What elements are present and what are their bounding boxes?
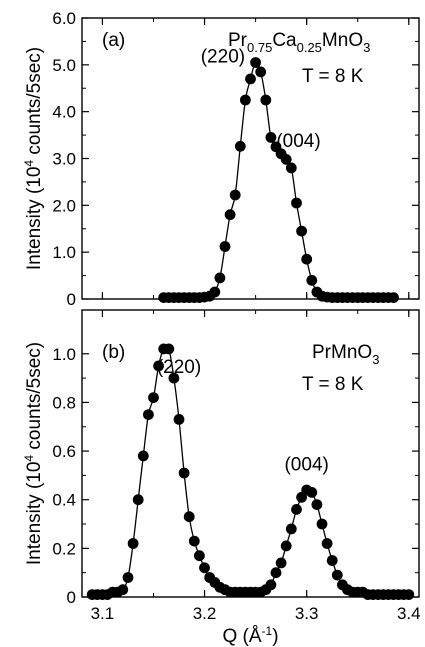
data-point	[326, 555, 338, 566]
y-tick-label: 1.0	[52, 243, 76, 262]
data-point	[280, 154, 292, 165]
data-point	[209, 286, 221, 298]
data-point	[260, 94, 272, 106]
data-point	[163, 343, 175, 355]
data-point	[285, 523, 297, 535]
data-point	[214, 272, 226, 284]
data-point	[199, 562, 210, 574]
plot-frame	[81, 17, 420, 300]
y-tick-label: 0.2	[52, 539, 76, 558]
data-point	[137, 450, 149, 462]
x-tick-label: 3.4	[397, 604, 421, 623]
y-tick-label: 0	[67, 290, 76, 309]
data-point	[306, 274, 318, 286]
y-tick-label: 1.0	[52, 345, 76, 364]
data-point	[229, 189, 241, 201]
x-axis-label: Q (Å-1)	[222, 624, 278, 647]
panel-label: (a)	[102, 30, 125, 51]
data-point	[265, 132, 277, 143]
data-point	[255, 66, 267, 78]
temperature-label: T = 8 K	[302, 374, 364, 395]
data-point	[331, 569, 343, 581]
data-point	[122, 572, 134, 583]
temperature-label: T = 8 K	[302, 66, 364, 87]
data-point	[178, 467, 190, 479]
data-point	[291, 197, 302, 209]
data-point	[148, 392, 159, 403]
y-tick-label: 4.0	[52, 103, 76, 122]
panel-a: 0 1.0 2.0 3.0 4.0 5.0 6.0 Intensity (104 counts…	[22, 9, 420, 309]
data-point	[219, 241, 231, 252]
data-point	[132, 494, 144, 506]
compound-formula: PrMnO3	[312, 342, 379, 367]
y-tick-label: 5.0	[52, 56, 76, 75]
data-point	[265, 579, 277, 591]
data-point	[388, 292, 399, 303]
data-point	[127, 538, 139, 549]
x-tick-label: 3.3	[295, 604, 319, 623]
data-point	[117, 584, 129, 596]
y-tick-label: 0	[67, 588, 76, 607]
data-point	[188, 535, 200, 547]
peak-annotation: (220)	[157, 357, 201, 378]
data-point	[301, 253, 313, 265]
y-tick-label: 0.4	[52, 491, 76, 510]
x-tick-label: 3.2	[193, 604, 217, 623]
compound-formula: Pr0.75Ca0.25MnO3	[228, 30, 370, 55]
data-point	[316, 518, 328, 530]
data-point	[224, 209, 236, 221]
data-point	[143, 409, 154, 420]
peak-annotation: (220)	[201, 46, 245, 67]
data-point	[306, 487, 318, 498]
panel-b: 0 0.2 0.4 0.6 0.8 1.0 3.1 3.2 3.3 3.4 Intensity (1…	[22, 309, 421, 647]
data-point	[311, 499, 323, 510]
data-point	[403, 589, 415, 600]
y-tick-label: 6.0	[52, 9, 76, 28]
panel-label: (b)	[102, 342, 125, 363]
data-point	[245, 73, 256, 85]
peak-annotation: (004)	[276, 131, 320, 152]
peak-annotation: (004)	[284, 455, 328, 476]
data-point	[168, 372, 180, 384]
data-point	[291, 504, 302, 515]
fit-line	[163, 61, 394, 299]
data-point	[275, 557, 287, 569]
data-point	[153, 360, 165, 372]
y-axis-label: Intensity (104 counts/5sec)	[22, 47, 45, 270]
y-tick-label: 2.0	[52, 196, 76, 215]
data-point	[173, 414, 185, 425]
x-tick-label: 3.1	[91, 604, 115, 623]
y-tick-label: 0.6	[52, 442, 76, 461]
y-tick-label: 3.0	[52, 150, 76, 169]
data-point	[296, 225, 307, 237]
y-tick-label: 0.8	[52, 393, 76, 412]
data-point	[194, 550, 205, 562]
data-point	[285, 162, 297, 174]
data-point	[321, 538, 333, 549]
data-point	[280, 540, 292, 552]
data-point	[240, 94, 251, 106]
data-point	[234, 140, 246, 152]
y-axis-label: Intensity (104 counts/5sec)	[22, 342, 45, 565]
data-point	[183, 511, 195, 523]
data-point	[270, 567, 282, 579]
data-point	[250, 57, 261, 68]
